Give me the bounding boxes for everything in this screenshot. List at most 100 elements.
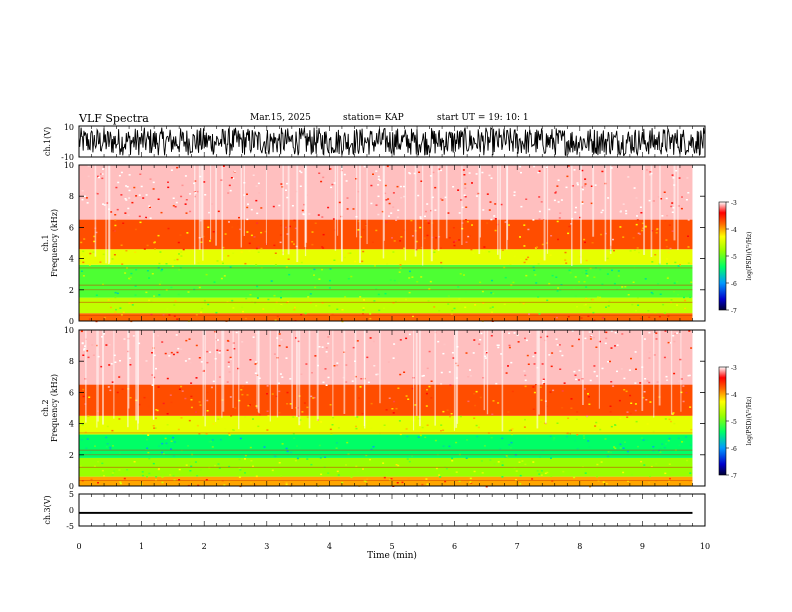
ch1-spectrogram-pixel [114,291,117,294]
ch1-spectrogram-pixel [439,198,442,200]
ch2-spectrogram-pixel [169,474,172,476]
ch2-spectrogram-pixel [652,446,655,448]
ch2-spectrogram-pixel [238,476,241,478]
ch1-spectrogram-pixel [637,232,640,235]
ch1-spectrogram-pixel [441,199,444,201]
ch2-spectrogram-pixel [419,434,422,437]
ch1-spectrogram-pixel [662,303,665,306]
ch1-spectrogram-pixel [675,170,678,172]
ch2-spectrogram-pixel [216,349,219,351]
ch1-spectrogram-pixel [447,295,450,297]
ch1-spectrogram-pixel [639,317,642,320]
ch2-spectrogram-pixel [497,461,500,463]
ch2-spectrogram-pixel [682,385,685,387]
ch1-spectrogram-pixel [557,238,559,241]
ch1-spectrogram-pixel [93,235,96,238]
ch1-spectrogram-pixel [197,262,200,264]
ch1-spectrogram-pixel [625,212,628,215]
ch1-spectrogram-pixel [655,229,658,232]
ch1-spectrogram-pixel [623,292,626,295]
ch2-spectrogram-pixel [321,346,324,348]
ch2-spectrogram-pixel [330,433,333,435]
ch2-spectrogram-pixel [154,427,157,429]
ch2-spectrogram-pixel [568,433,571,435]
ch2-spectrogram-pixel [434,439,437,442]
ch2-spectrogram-pixel [473,339,476,341]
ch1-spectrogram-pixel [576,182,579,184]
ch1-spectrogram-pixel [82,250,85,253]
ch2-spectrogram-pixel [669,334,672,336]
ch1-spectrogram-pixel [454,240,457,242]
ch1-spectrogram-pixel [419,216,422,218]
ch1-spectrogram-pixel [288,273,291,276]
ch1-spectrogram-pixel [574,276,577,278]
ch2-spectrogram-pixel [480,460,483,462]
ch1-spectrogram-pixel [416,281,419,283]
ch1-spectrogram-colorbar [718,201,727,311]
ch2-spectrogram-pixel [501,461,504,463]
ch1-spectrogram-pixel [399,264,402,266]
ch2-spectrogram-pixel [318,346,321,348]
ch2-spectrogram-pixel [155,479,157,481]
ch2-spectrogram-pixel [195,344,198,347]
ch1-spectrogram-pixel [669,247,672,250]
ch2-spectrogram-pixel [331,424,334,426]
ch1-spectrogram-pixel [557,201,560,203]
ch1-spectrogram-pixel [452,186,455,188]
ch2-spectrogram-pixel [455,441,458,444]
ch2-spectrogram-pixel [195,411,197,413]
ch2-spectrogram-pixel [435,467,438,470]
ch2-spectrogram-pixel [311,372,313,374]
ch2-spectrogram-pixel [266,410,269,412]
ch2-spectrogram-pixel [301,411,304,413]
ch2-spectrogram-pixel [519,474,522,477]
ch2-spectrogram-pixel [635,368,637,370]
ch1-spectrogram-pixel [122,311,125,314]
ch1-spectrogram-pixel [532,219,535,221]
ch2-spectrogram-pixel [419,431,422,433]
ch2-spectrogram-pixel [523,426,526,428]
ch1-spectrogram-pixel [300,261,303,264]
ch2-spectrogram-pixel [485,485,488,488]
ch2-spectrogram-pixel [673,372,676,375]
ch2-spectrogram-pixel [336,470,339,473]
ch1-spectrogram-pixel [204,194,207,196]
ch2-spectrogram-pixel [177,347,180,350]
ch2-spectrogram-pixel [250,482,253,484]
ch1-spectrogram-pixel [654,254,657,256]
ch1-spectrogram-pixel [207,226,210,228]
ch2-spectrogram-pixel [516,334,519,336]
ch1-spectrogram-streak [107,165,110,265]
ch1-spectrogram-pixel [152,188,155,190]
ch2-spectrogram-pixel [571,330,574,332]
ch2-spectrogram-pixel [108,364,111,366]
ch1-spectrogram-pixel [557,287,560,289]
ch1-spectrogram-pixel [420,246,423,249]
ch2-spectrogram-pixel [426,424,429,426]
ch1-spectrogram-pixel [427,222,430,224]
ch1-spectrogram-pixel [651,292,654,295]
ch2-spectrogram-pixel [506,457,509,459]
ch2-spectrogram-pixel [507,411,510,413]
ch1-spectrogram-pixel [684,307,687,310]
ch2-spectrogram-pixel [313,396,316,399]
ch2-spectrogram-pixel [327,336,330,338]
ch1-spectrogram-pixel [601,170,604,173]
ch1-spectrogram-pixel [666,214,669,217]
ch2-spectrogram-pixel [88,396,91,398]
ch2-spectrogram-pixel [285,346,288,348]
ch2-spectrogram-pixel [184,360,187,362]
ch1-spectrogram-pixel [645,169,648,171]
ch1-spectrogram-pixel [260,247,263,250]
ch1-spectrogram-pixel [633,266,636,269]
ch1-spectrogram-pixel [411,276,414,278]
ch2-spectrogram-pixel [532,461,535,463]
ch1-spectrogram-pixel [262,308,265,310]
ch2-spectrogram-pixel [596,476,598,478]
ch1-spectrogram-pixel [627,176,630,178]
ch1-spectrogram-band [79,264,693,298]
ch1-spectrogram-pixel [490,177,493,179]
ch2-spectrogram-pixel [219,438,222,441]
ch1-spectrogram-pixel [538,196,541,198]
ch1-spectrogram-pixel [386,263,389,265]
